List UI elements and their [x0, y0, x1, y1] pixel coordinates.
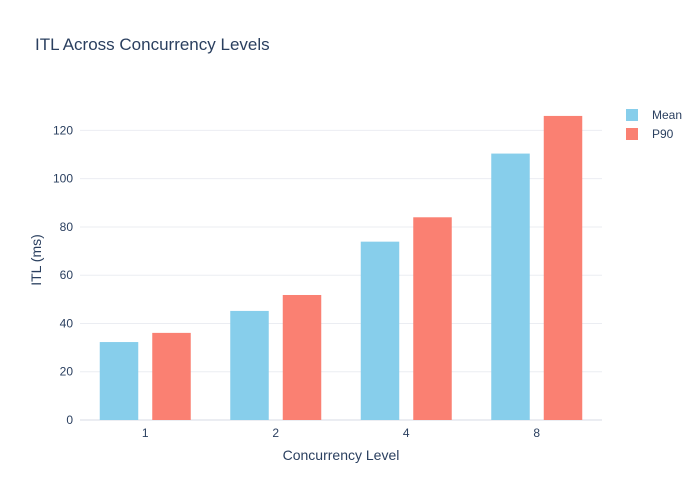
bar-p90-2[interactable]: [282, 294, 322, 420]
x-axis-title: Concurrency Level: [283, 447, 400, 463]
bar-p90-8[interactable]: [543, 115, 583, 420]
y-tick-label: 80: [60, 220, 74, 234]
bar-mean-8[interactable]: [491, 153, 530, 421]
bar-p90-4[interactable]: [413, 217, 452, 420]
x-tick-label: 8: [533, 426, 540, 440]
x-axis-ticks: 1 2 4 8: [142, 426, 541, 440]
legend-item-p90[interactable]: P90: [652, 127, 674, 141]
bar-mean-2[interactable]: [230, 310, 269, 420]
y-tick-label: 120: [53, 123, 73, 137]
x-tick-label: 2: [272, 426, 279, 440]
bar-mean-4[interactable]: [360, 241, 400, 420]
y-tick-label: 60: [60, 268, 74, 282]
y-tick-label: 0: [66, 413, 73, 427]
legend-swatch: [626, 109, 638, 121]
y-tick-label: 100: [53, 172, 73, 186]
x-tick-label: 1: [142, 426, 149, 440]
y-tick-label: 40: [60, 316, 74, 330]
bars: [99, 115, 583, 421]
y-axis-title: ITL (ms): [28, 234, 44, 286]
bar-mean-1[interactable]: [99, 342, 139, 420]
legend-swatch: [626, 128, 638, 140]
y-tick-label: 20: [60, 365, 74, 379]
x-tick-label: 4: [403, 426, 410, 440]
chart-title: ITL Across Concurrency Levels: [35, 35, 270, 54]
y-axis-ticks: 0 20 40 60 80 100 120: [53, 123, 73, 427]
legend[interactable]: Mean P90: [626, 108, 682, 141]
legend-item-mean[interactable]: Mean: [652, 108, 682, 122]
bar-p90-1[interactable]: [152, 332, 191, 420]
